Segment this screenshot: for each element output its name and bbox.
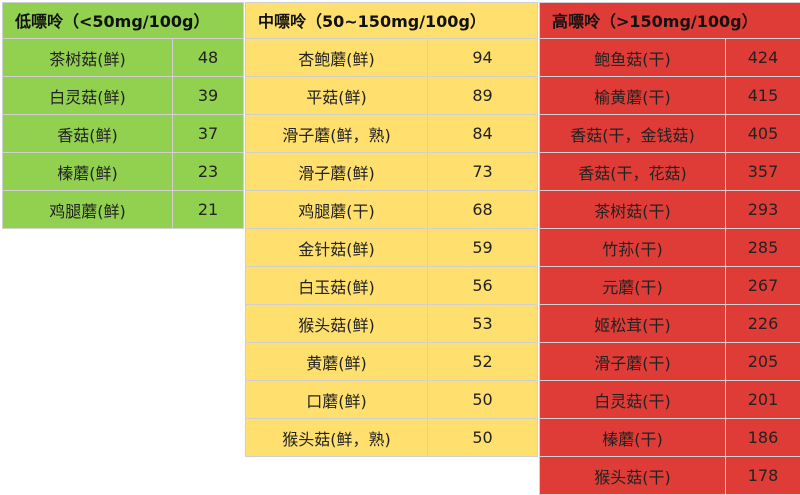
table-row: 猴头菇(干) 178 [539,457,800,495]
purine-value: 226 [726,305,800,343]
mushroom-name: 口蘑(鲜) [245,381,428,419]
purine-value: 89 [428,77,538,115]
mushroom-name: 金针菇(鲜) [245,229,428,267]
mushroom-name: 猴头菇(鲜) [245,305,428,343]
mushroom-name: 黄蘑(鲜) [245,343,428,381]
group-header: 高嘌呤（>150mg/100g） [539,2,800,39]
mushroom-name: 猴头菇(干) [539,457,726,495]
mushroom-name: 滑子蘑(干) [539,343,726,381]
purine-value: 52 [428,343,538,381]
table-row: 竹荪(干) 285 [539,229,800,267]
purine-value: 84 [428,115,538,153]
mushroom-name: 鲍鱼菇(干) [539,39,726,77]
purine-value: 50 [428,419,538,457]
mushroom-name: 白灵菇(干) [539,381,726,419]
table-row: 猴头菇(鲜) 53 [245,305,538,343]
medium-purine-table: 中嘌呤（50~150mg/100g） 杏鲍蘑(鲜) 94 平菇(鲜) 89 滑子蘑(鲜，熟… [245,2,538,457]
purine-value: 405 [726,115,800,153]
table-row: 杏鲍蘑(鲜) 94 [245,39,538,77]
table-row: 姬松茸(干) 226 [539,305,800,343]
table-row: 榛蘑(干) 186 [539,419,800,457]
group-header: 低嘌呤（<50mg/100g） [2,2,244,39]
low-purine-table: 低嘌呤（<50mg/100g） 茶树菇(鲜) 48 白灵菇(鲜) 39 香菇(鲜) 37 榛蘑… [2,2,244,229]
table-row: 滑子蘑(干) 205 [539,343,800,381]
table-row: 香菇(干，金钱菇) 405 [539,115,800,153]
purine-value: 357 [726,153,800,191]
purine-value: 53 [428,305,538,343]
purine-value: 48 [173,39,244,77]
high-purine-table: 高嘌呤（>150mg/100g） 鲍鱼菇(干) 424 榆黄蘑(干) 415 香菇(干，金… [539,2,800,495]
mushroom-name: 香菇(干，金钱菇) [539,115,726,153]
purine-value: 94 [428,39,538,77]
mushroom-name: 竹荪(干) [539,229,726,267]
table-row: 黄蘑(鲜) 52 [245,343,538,381]
mushroom-name: 榛蘑(干) [539,419,726,457]
purine-value: 39 [173,77,244,115]
purine-value: 205 [726,343,800,381]
purine-value: 201 [726,381,800,419]
purine-value: 415 [726,77,800,115]
table-row: 滑子蘑(鲜，熟) 84 [245,115,538,153]
table-row: 榛蘑(鲜) 23 [2,153,244,191]
mushroom-name: 鸡腿蘑(鲜) [2,191,173,229]
table-row: 金针菇(鲜) 59 [245,229,538,267]
mushroom-name: 香菇(干，花菇) [539,153,726,191]
table-row: 猴头菇(鲜，熟) 50 [245,419,538,457]
purine-value: 50 [428,381,538,419]
mushroom-name: 滑子蘑(鲜，熟) [245,115,428,153]
mushroom-name: 杏鲍蘑(鲜) [245,39,428,77]
mushroom-name: 茶树菇(鲜) [2,39,173,77]
mushroom-name: 茶树菇(干) [539,191,726,229]
table-row: 口蘑(鲜) 50 [245,381,538,419]
table-row: 榆黄蘑(干) 415 [539,77,800,115]
purine-value: 23 [173,153,244,191]
table-row: 白玉菇(鲜) 56 [245,267,538,305]
table-row: 鲍鱼菇(干) 424 [539,39,800,77]
table-row: 白灵菇(干) 201 [539,381,800,419]
mushroom-name: 猴头菇(鲜，熟) [245,419,428,457]
mushroom-name: 香菇(鲜) [2,115,173,153]
table-row: 香菇(鲜) 37 [2,115,244,153]
group-header: 中嘌呤（50~150mg/100g） [245,2,538,39]
table-row: 元蘑(干) 267 [539,267,800,305]
purine-value: 186 [726,419,800,457]
table-row: 滑子蘑(鲜) 73 [245,153,538,191]
mushroom-name: 白灵菇(鲜) [2,77,173,115]
purine-value: 59 [428,229,538,267]
mushroom-name: 滑子蘑(鲜) [245,153,428,191]
mushroom-name: 白玉菇(鲜) [245,267,428,305]
purine-value: 424 [726,39,800,77]
table-row: 茶树菇(鲜) 48 [2,39,244,77]
mushroom-name: 榛蘑(鲜) [2,153,173,191]
table-row: 白灵菇(鲜) 39 [2,77,244,115]
mushroom-name: 平菇(鲜) [245,77,428,115]
purine-value: 37 [173,115,244,153]
mushroom-name: 姬松茸(干) [539,305,726,343]
table-row: 茶树菇(干) 293 [539,191,800,229]
purine-value: 56 [428,267,538,305]
purine-value: 68 [428,191,538,229]
table-row: 平菇(鲜) 89 [245,77,538,115]
mushroom-name: 榆黄蘑(干) [539,77,726,115]
purine-value: 293 [726,191,800,229]
purine-value: 178 [726,457,800,495]
table-row: 鸡腿蘑(干) 68 [245,191,538,229]
purine-value: 267 [726,267,800,305]
mushroom-name: 鸡腿蘑(干) [245,191,428,229]
mushroom-name: 元蘑(干) [539,267,726,305]
purine-value: 285 [726,229,800,267]
table-row: 鸡腿蘑(鲜) 21 [2,191,244,229]
table-row: 香菇(干，花菇) 357 [539,153,800,191]
purine-value: 73 [428,153,538,191]
purine-value: 21 [173,191,244,229]
